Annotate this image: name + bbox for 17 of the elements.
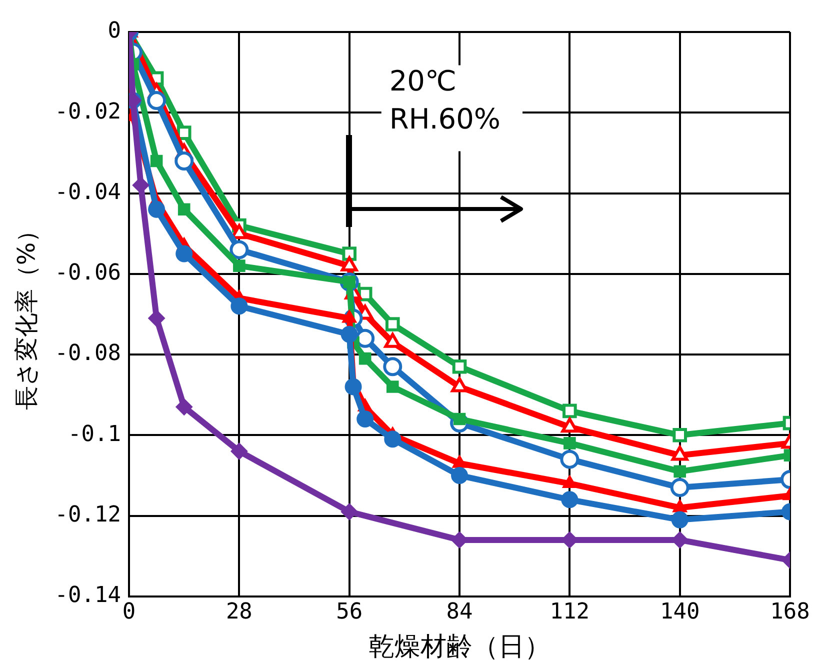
x-tick-label: 140 (660, 599, 700, 624)
y-tick-label: -0.1 (68, 422, 122, 447)
x-tick-label: 168 (770, 599, 810, 624)
y-tick-label: -0.04 (54, 180, 122, 205)
x-tick-label: 56 (336, 599, 363, 624)
y-tick-label: -0.14 (54, 583, 122, 608)
x-tick-label: 84 (446, 599, 473, 624)
y-tick-label: -0.06 (54, 260, 122, 286)
y-tick-label: 0 (108, 18, 122, 44)
y-tick-label: -0.02 (54, 99, 122, 124)
annotation: 20℃ RH.60% (389, 64, 501, 136)
y-tick-label: -0.08 (54, 341, 122, 366)
x-axis-title: 乾燥材齢（日） (368, 632, 551, 662)
x-tick-label: 112 (550, 599, 590, 624)
y-tick-label: -0.12 (54, 502, 122, 528)
y-axis-title: 長さ変化率（%） (12, 218, 41, 410)
x-tick-label: 28 (226, 599, 252, 624)
